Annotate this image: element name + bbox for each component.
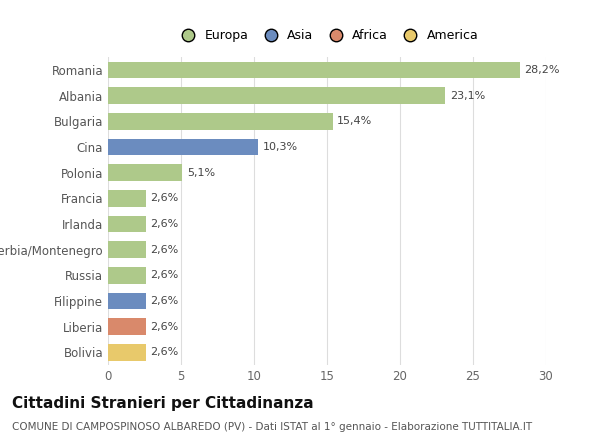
Legend: Europa, Asia, Africa, America: Europa, Asia, Africa, America [173, 27, 481, 45]
Text: 15,4%: 15,4% [337, 116, 373, 126]
Text: 2,6%: 2,6% [151, 347, 179, 357]
Text: 23,1%: 23,1% [449, 91, 485, 101]
Text: Cittadini Stranieri per Cittadinanza: Cittadini Stranieri per Cittadinanza [12, 396, 314, 411]
Bar [108, 139, 259, 155]
Bar [108, 267, 146, 284]
Bar [108, 88, 445, 104]
Bar [108, 190, 146, 207]
Bar [108, 62, 520, 78]
Bar [108, 216, 146, 232]
Bar [108, 293, 146, 309]
Text: 10,3%: 10,3% [263, 142, 298, 152]
Bar [108, 113, 333, 130]
Text: 28,2%: 28,2% [524, 65, 560, 75]
Text: 2,6%: 2,6% [151, 296, 179, 306]
Bar [108, 165, 182, 181]
Text: 2,6%: 2,6% [151, 193, 179, 203]
Text: 2,6%: 2,6% [151, 219, 179, 229]
Text: 2,6%: 2,6% [151, 322, 179, 332]
Bar [108, 319, 146, 335]
Bar [108, 242, 146, 258]
Text: 5,1%: 5,1% [187, 168, 215, 178]
Text: COMUNE DI CAMPOSPINOSO ALBAREDO (PV) - Dati ISTAT al 1° gennaio - Elaborazione T: COMUNE DI CAMPOSPINOSO ALBAREDO (PV) - D… [12, 422, 532, 433]
Bar [108, 344, 146, 361]
Text: 2,6%: 2,6% [151, 245, 179, 255]
Text: 2,6%: 2,6% [151, 270, 179, 280]
